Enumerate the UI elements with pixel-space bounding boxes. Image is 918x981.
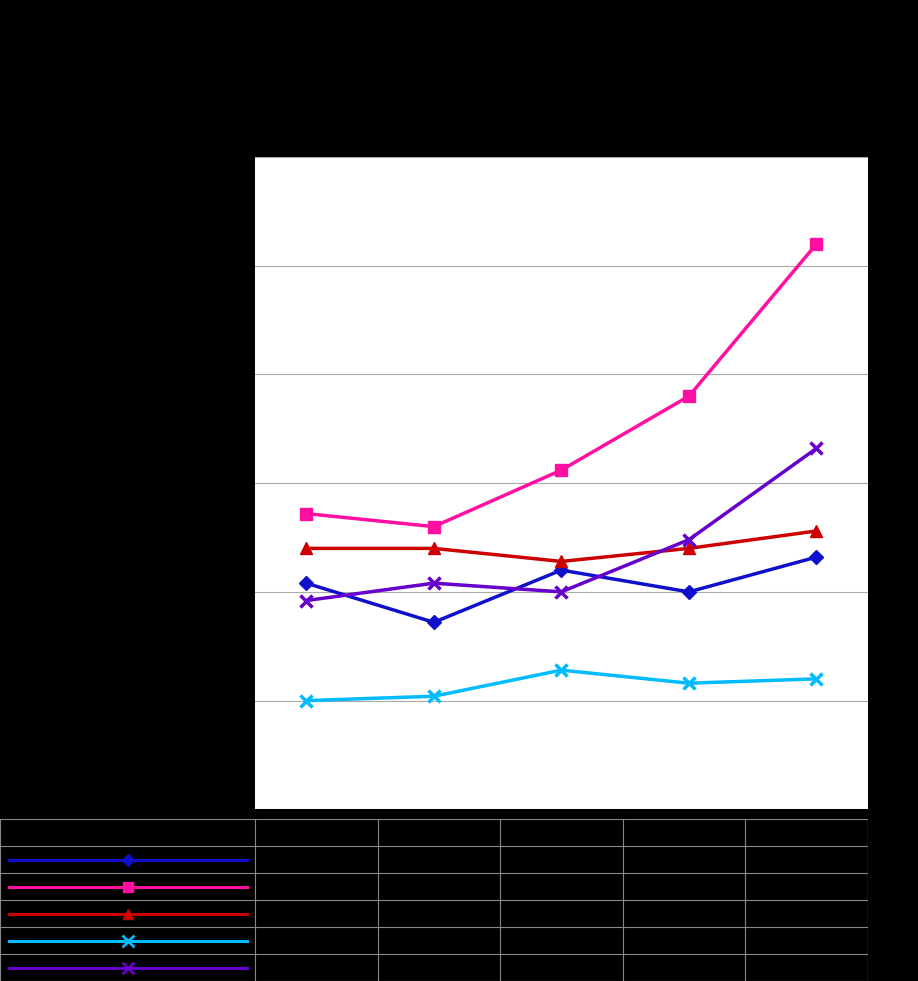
- Text: Bidrag utbetalt från VR till GU per ämnesområde 2004-2008: Bidrag utbetalt från VR till GU per ämne…: [255, 125, 800, 144]
